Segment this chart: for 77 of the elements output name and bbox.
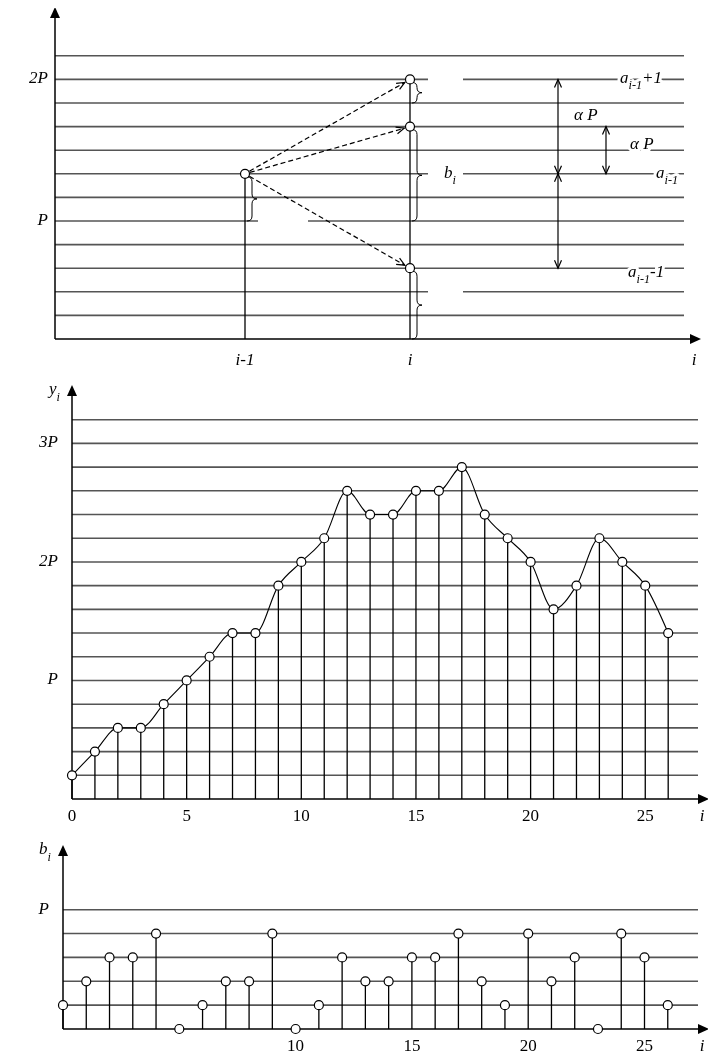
y-tick-label: 2P [39, 550, 58, 570]
x-tick-label: 10 [292, 806, 310, 825]
point [112, 722, 123, 733]
point [569, 952, 580, 963]
point [243, 976, 255, 987]
text: α P [574, 104, 598, 124]
point [523, 928, 534, 939]
point [662, 1000, 673, 1011]
point [181, 675, 192, 686]
point [197, 1000, 208, 1011]
x-tick-label: 20 [522, 806, 540, 825]
x-tick-label: 25 [636, 806, 654, 825]
point [127, 952, 138, 963]
x-tick-label: 10 [287, 1036, 305, 1055]
point [150, 928, 162, 939]
point [616, 928, 627, 939]
y-tick-label: 3P [38, 432, 58, 452]
text: i-1 [235, 349, 255, 369]
point [158, 699, 169, 710]
point [365, 509, 376, 520]
y-axis-title: y$_{i}$ [47, 379, 61, 404]
text: i [691, 349, 697, 369]
point [66, 770, 78, 781]
point [476, 976, 487, 987]
point [387, 509, 399, 520]
point [296, 556, 307, 568]
point [617, 556, 628, 568]
point [594, 533, 605, 544]
text: i [407, 349, 413, 369]
point [290, 1023, 301, 1035]
point [227, 627, 238, 639]
point [337, 952, 348, 963]
point [663, 627, 674, 639]
text: α P [630, 134, 654, 154]
point [410, 485, 422, 496]
x-tick-label: 20 [519, 1036, 537, 1055]
x-tick-label: 15 [403, 1036, 421, 1055]
point [640, 580, 651, 591]
point [592, 1023, 604, 1035]
point [135, 722, 146, 733]
point [319, 533, 330, 544]
point [433, 485, 444, 496]
y-axis-title: b$_{i}$ [39, 839, 52, 864]
y-tick-label: P [46, 669, 58, 689]
point [273, 580, 284, 591]
point [313, 1000, 324, 1011]
text: b$_{i}$ [444, 162, 457, 187]
x-axis-title: i [699, 806, 705, 825]
point [525, 556, 536, 568]
point [204, 651, 215, 662]
point [502, 533, 513, 544]
point [546, 976, 557, 987]
point [548, 604, 559, 615]
point [57, 1000, 69, 1011]
point [89, 746, 101, 757]
point [479, 509, 490, 520]
point [81, 976, 92, 987]
point [174, 1023, 185, 1035]
point [406, 952, 417, 963]
point [220, 976, 231, 987]
x-tick-label: 25 [636, 1036, 653, 1055]
point [571, 580, 582, 591]
point [104, 952, 115, 963]
point [499, 1000, 511, 1011]
point [430, 952, 441, 963]
x-tick-label: 5 [182, 806, 191, 825]
point [456, 462, 467, 473]
point [639, 952, 650, 963]
point [453, 928, 464, 939]
x-tick-label: 15 [407, 806, 425, 825]
x-tick-label: 0 [67, 806, 77, 825]
point [342, 485, 353, 496]
point [383, 976, 394, 987]
point [250, 627, 261, 639]
x-axis-title: i [699, 1036, 705, 1055]
point [267, 928, 278, 939]
point [360, 976, 371, 987]
